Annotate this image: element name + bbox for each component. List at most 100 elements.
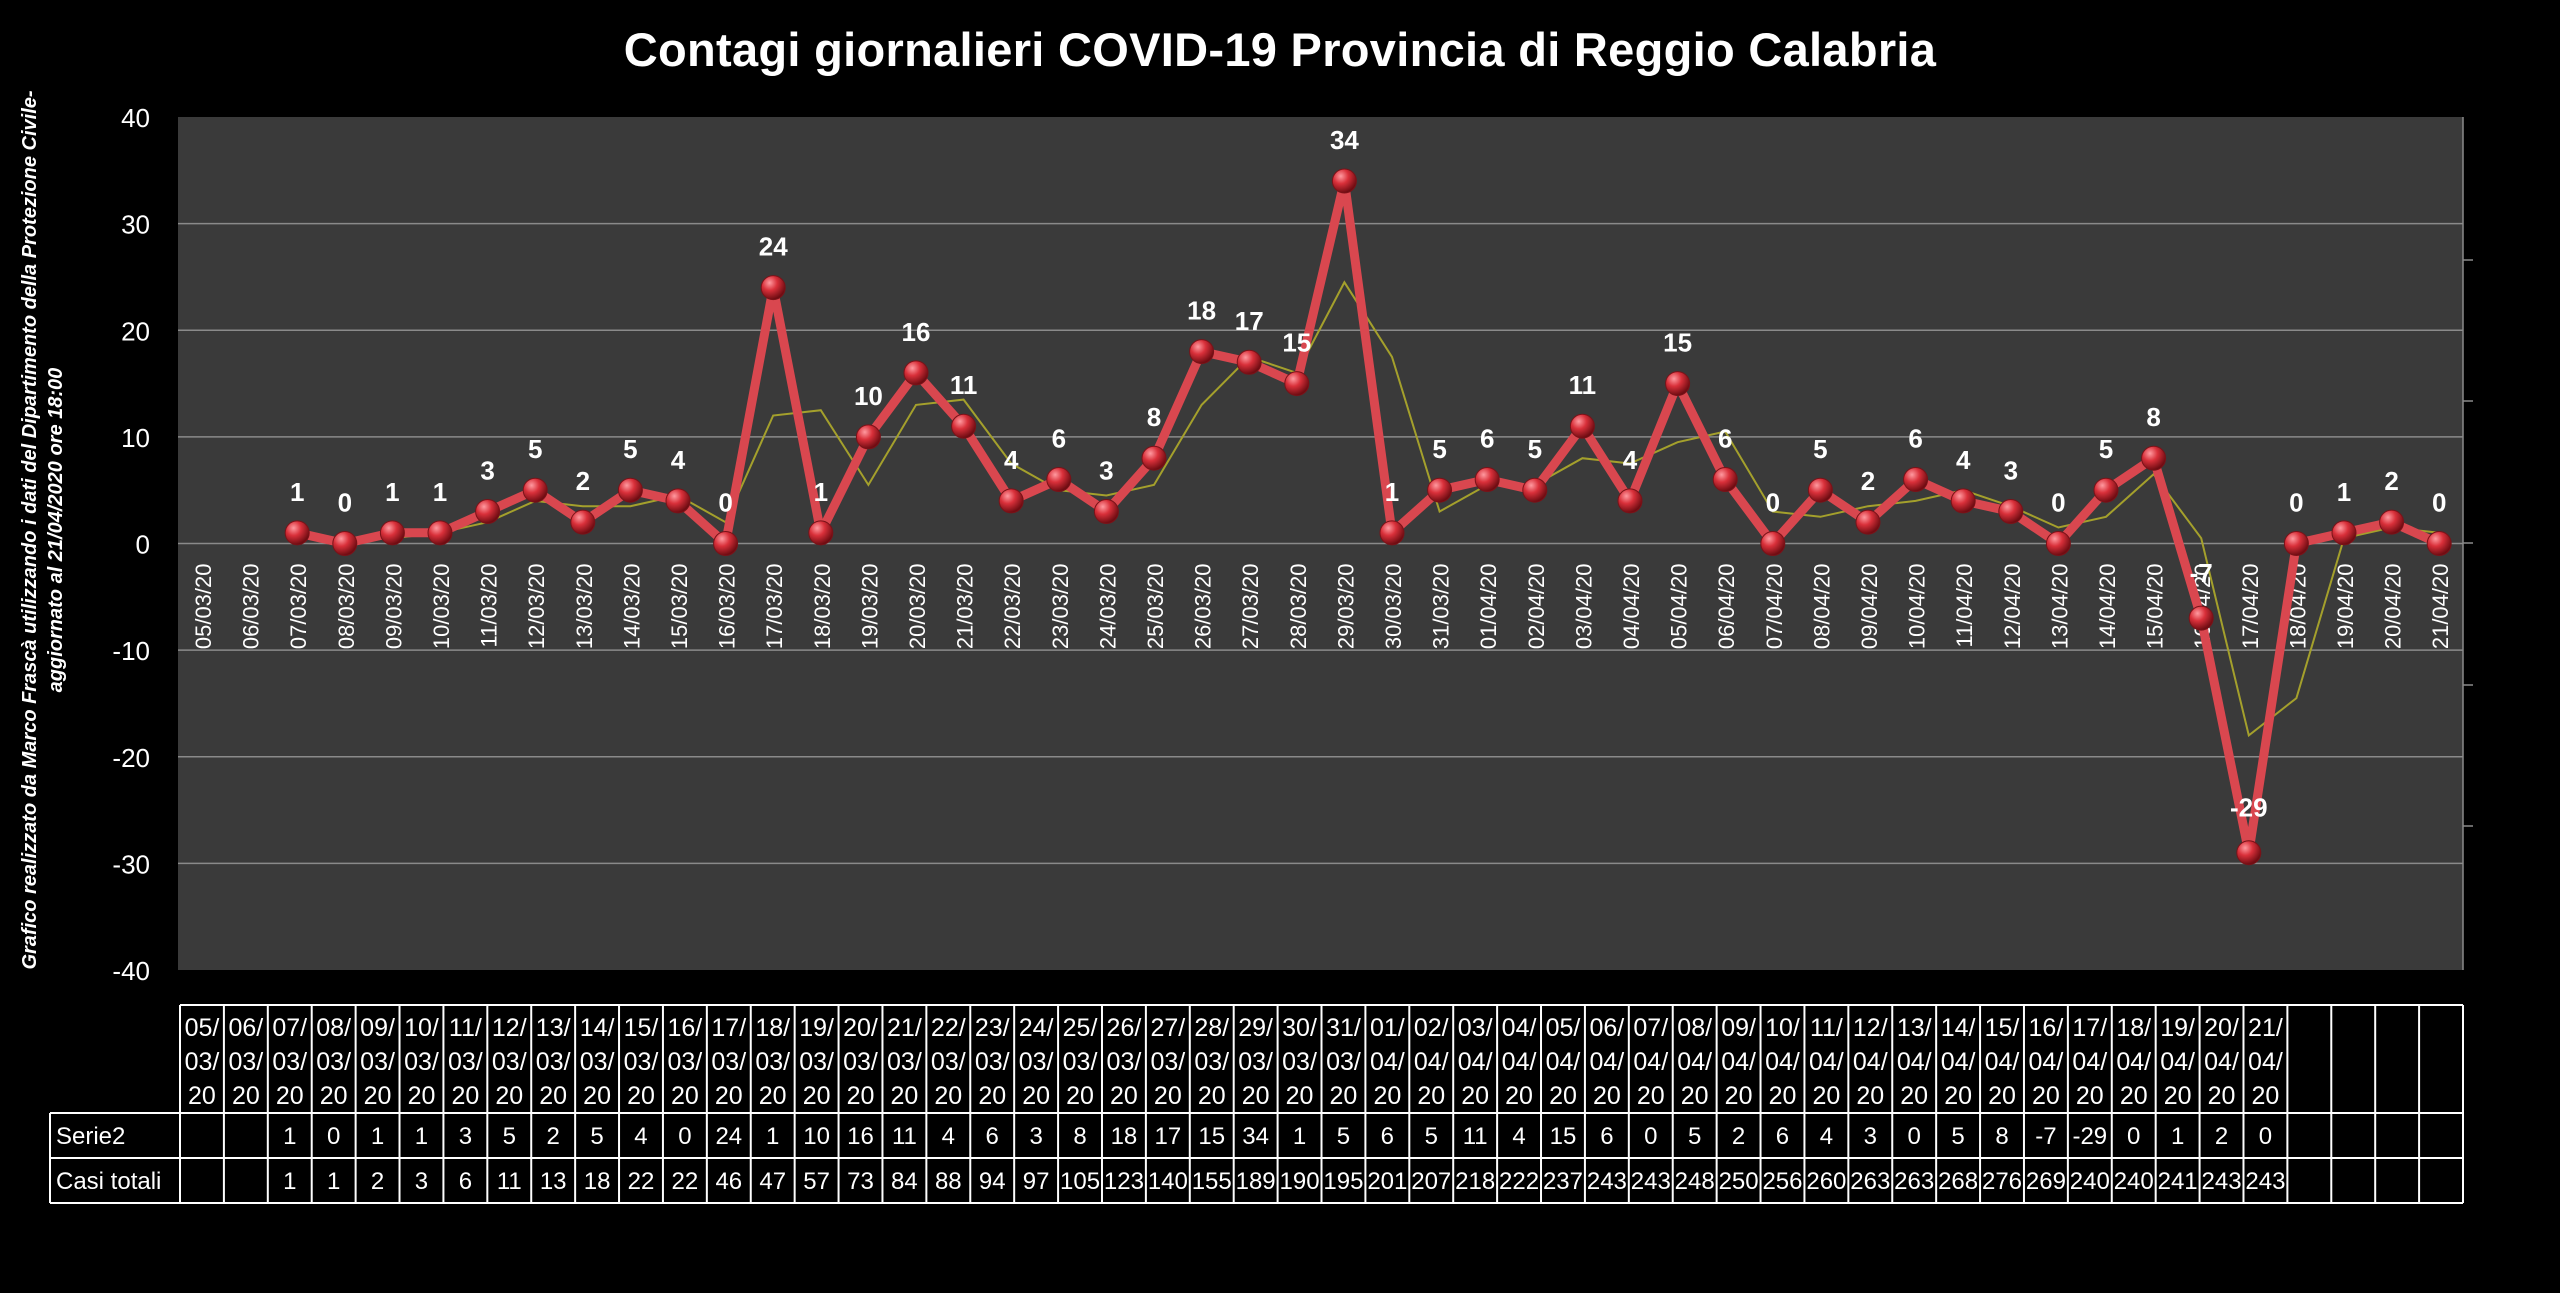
table-header-cell: 21/	[2248, 1014, 2283, 1042]
table-cell: 243	[1587, 1168, 1627, 1195]
data-point	[522, 477, 548, 503]
table-header-cell: 20	[232, 1082, 260, 1110]
y-tick-label: 10	[121, 423, 150, 453]
table-header-cell: 04/	[2204, 1048, 2239, 1076]
table-cell: 1	[766, 1123, 779, 1150]
table-cell: 218	[1455, 1168, 1495, 1195]
table-cell: 4	[942, 1123, 955, 1150]
x-tick-label: 18/03/20	[810, 564, 835, 650]
table-cell: 155	[1192, 1168, 1232, 1195]
table-header-cell: 13/	[536, 1014, 571, 1042]
x-tick-label: 02/04/20	[1524, 564, 1549, 650]
y-tick-label: 0	[136, 530, 150, 560]
table-header-cell: 20/	[2204, 1014, 2239, 1042]
data-label: 10	[854, 381, 883, 411]
table-header-cell: 20	[408, 1082, 436, 1110]
table-cell: 8	[1073, 1123, 1086, 1150]
table-cell: 11	[1463, 1123, 1488, 1150]
y-tick-label: 40	[121, 103, 150, 133]
table-cell: 2	[547, 1123, 560, 1150]
x-tick-label: 11/03/20	[477, 564, 502, 648]
x-tick-label: 15/03/20	[667, 564, 692, 650]
table-header-cell: 03/	[931, 1048, 966, 1076]
y-tick-label: 30	[121, 210, 150, 240]
table-header-cell: 23/	[975, 1014, 1010, 1042]
x-tick-label: 20/04/20	[2381, 564, 2406, 650]
data-point	[2045, 531, 2071, 556]
table-header-cell: 20	[1593, 1082, 1621, 1110]
table-cell: -29	[2072, 1123, 2107, 1150]
y-axis: 40 30 20 10 0 -10 -20 -30 -40	[112, 103, 150, 986]
y-tick-label: -40	[112, 956, 150, 986]
table-header-cell: 02/	[1414, 1014, 1449, 1042]
table-header-cell: 20	[451, 1082, 479, 1110]
data-label: 1	[385, 477, 399, 507]
table-cell: 34	[1242, 1123, 1269, 1150]
table-header-cell: 19/	[2160, 1014, 2195, 1042]
data-point	[427, 520, 453, 546]
table-cell: 4	[634, 1123, 647, 1150]
table-cell: 24	[715, 1123, 742, 1150]
table-header-cell: 04/	[2116, 1048, 2151, 1076]
table-header-cell: 04/	[2072, 1048, 2107, 1076]
table-cell: 6	[1776, 1123, 1789, 1150]
table-header-cell: 20	[847, 1082, 875, 1110]
x-tick-label: 10/04/20	[1905, 564, 1930, 650]
table-header-cell: 03/	[887, 1048, 922, 1076]
table-header-cell: 20	[2164, 1082, 2192, 1110]
table-header-cell: 05/	[1546, 1014, 1581, 1042]
table-header-cell: 16/	[668, 1014, 703, 1042]
table-header-cell: 03/	[1019, 1048, 1054, 1076]
table-header-cell: 20	[1812, 1082, 1840, 1110]
data-label: 34	[1330, 125, 1359, 155]
table-header-cell: 21/	[887, 1014, 922, 1042]
x-tick-label: 04/04/20	[1619, 564, 1644, 650]
table-header-cell: 10/	[404, 1014, 439, 1042]
table-cell: 5	[1425, 1123, 1438, 1150]
table-header-cell: 29/	[1238, 1014, 1273, 1042]
table-header-cell: 18/	[2116, 1014, 2151, 1042]
table-cell: 16	[847, 1123, 874, 1150]
data-label: 6	[1718, 424, 1732, 454]
table-header-cell: 20	[759, 1082, 787, 1110]
x-tick-label: 29/03/20	[1333, 564, 1358, 650]
data-label: 4	[1956, 445, 1971, 475]
x-tick-label: 24/03/20	[1095, 564, 1120, 650]
data-label: 6	[1052, 424, 1066, 454]
table-header-cell: 20	[1154, 1082, 1182, 1110]
table-header-cell: 03/	[975, 1048, 1010, 1076]
table-header-cell: 20	[1066, 1082, 1094, 1110]
table-header-cell: 20	[934, 1082, 962, 1110]
table-header-cell: 31/	[1326, 1014, 1361, 1042]
x-tick-label: 19/04/20	[2333, 564, 2358, 650]
table-header-cell: 09/	[1721, 1014, 1756, 1042]
table-header-cell: 16/	[2029, 1014, 2064, 1042]
table-header-cell: 18/	[755, 1014, 790, 1042]
data-point	[1331, 168, 1357, 194]
data-label: 11	[950, 370, 978, 400]
table-cell: 6	[1600, 1123, 1613, 1150]
data-point	[475, 499, 501, 525]
table-cell: 1	[1293, 1123, 1306, 1150]
table-cell: 11	[497, 1168, 522, 1195]
table-cell: 240	[2070, 1168, 2110, 1195]
x-tick-label: 16/03/20	[715, 564, 740, 650]
table-cell: 18	[1111, 1123, 1138, 1150]
table-cell: 189	[1236, 1168, 1276, 1195]
data-label: 11	[1569, 370, 1597, 400]
data-point	[1712, 467, 1738, 493]
table-header-cell: 07/	[1633, 1014, 1668, 1042]
data-point	[1379, 520, 1405, 546]
table-header-cell: 20	[1022, 1082, 1050, 1110]
table-header-cell: 04/	[2029, 1048, 2064, 1076]
table-header-cell: 20	[2208, 1082, 2236, 1110]
data-label: 1	[290, 477, 304, 507]
table-header-cell: 20	[1637, 1082, 1665, 1110]
x-tick-label: 05/03/20	[191, 564, 216, 650]
table-header-cell: 03/	[580, 1048, 615, 1076]
table-header-cell: 07/	[272, 1014, 307, 1042]
table-cell: 4	[1820, 1123, 1833, 1150]
data-point	[1046, 467, 1072, 493]
table-header-cell: 20	[1944, 1082, 1972, 1110]
